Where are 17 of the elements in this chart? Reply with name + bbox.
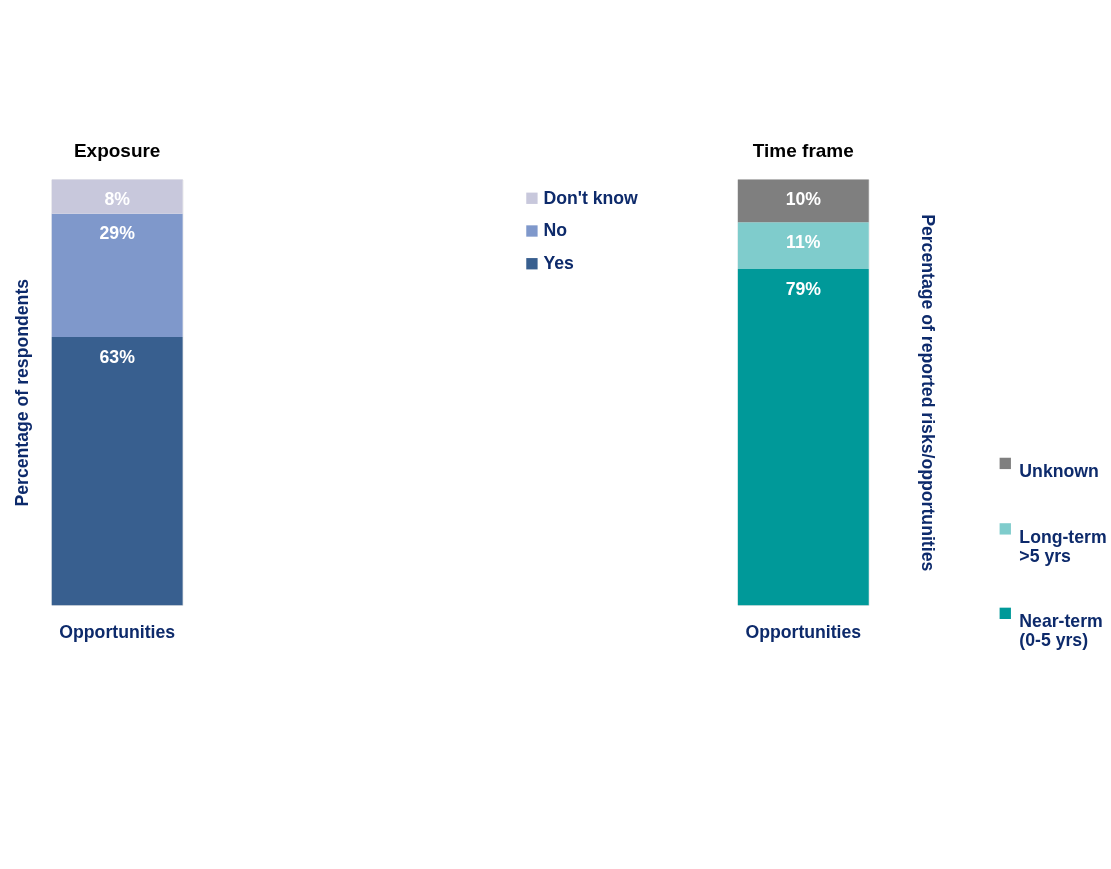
- data-label: 63%: [99, 346, 136, 367]
- x-tick-label: Opportunities: [59, 621, 176, 642]
- legend-label: Long-term >5 yrs: [1019, 526, 1107, 566]
- y-axis-title: Percentage of respondents: [12, 278, 33, 507]
- chart-title: Exposure: [73, 140, 161, 162]
- legend-label: Yes: [543, 252, 575, 273]
- legend-label: Unknown: [1019, 461, 1099, 482]
- x-tick-label: Opportunities: [745, 621, 862, 642]
- data-label: 10%: [785, 189, 822, 210]
- y-axis-title: Percentage of reported risks/opportunities: [918, 214, 939, 572]
- legend-label: Don't know: [543, 187, 639, 208]
- legend-label: Near-term (0-5 yrs): [1019, 611, 1103, 651]
- chart-title: Time frame: [752, 140, 854, 162]
- data-label: 79%: [785, 278, 822, 299]
- data-label: 29%: [99, 223, 136, 244]
- data-label: 11%: [786, 231, 821, 252]
- legend-label: No: [543, 220, 568, 241]
